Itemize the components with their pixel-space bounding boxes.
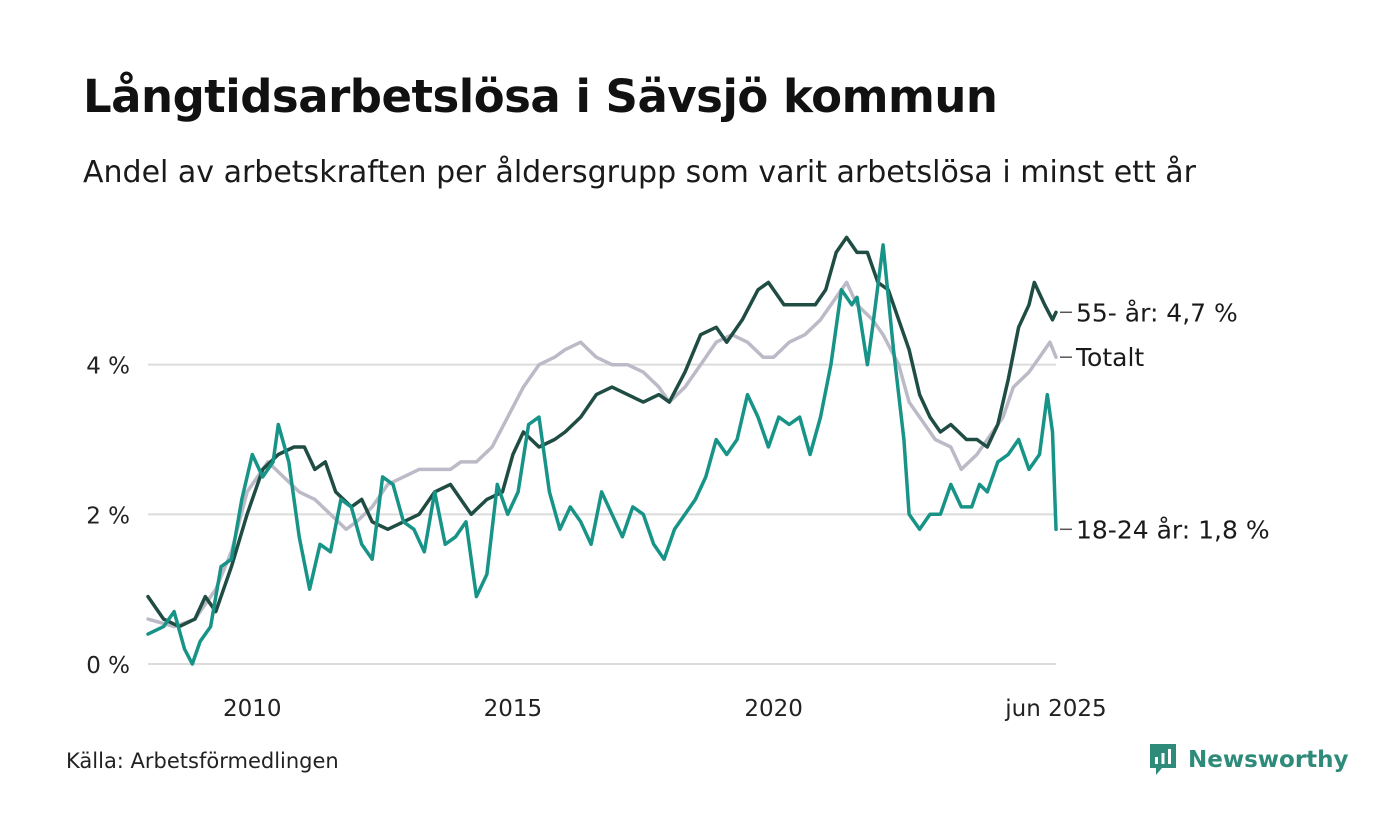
x-tick-label: jun 2025: [1004, 696, 1106, 722]
series-end-labels: Totalt 55- år: 4,7 % 18-24 år: 1,8 %: [1060, 298, 1270, 544]
brand-logo: Newsworthy: [1148, 742, 1349, 778]
x-tick-label: 2015: [484, 696, 543, 722]
x-tick-label: 2020: [744, 696, 803, 722]
end-label-total: Totalt: [1075, 343, 1144, 372]
y-tick-label: 4 %: [86, 354, 130, 380]
series-lines: [146, 235, 1058, 666]
end-label-age55: 55- år: 4,7 %: [1076, 298, 1238, 327]
series-line-total: [146, 280, 1058, 629]
series-line-age55: [146, 235, 1058, 629]
x-axis-ticks: 2010 2015 2020 jun 2025: [223, 696, 1107, 722]
y-tick-label: 0 %: [86, 653, 130, 679]
end-label-age18_24: 18-24 år: 1,8 %: [1076, 515, 1270, 544]
y-tick-label: 2 %: [86, 503, 130, 529]
x-tick-label: 2010: [223, 696, 282, 722]
source-note: Källa: Arbetsförmedlingen: [66, 749, 339, 773]
newsworthy-logo-icon: [1150, 744, 1176, 775]
chart-title: Långtidsarbetslösa i Sävsjö kommun: [83, 70, 998, 123]
gridlines: [148, 363, 1056, 665]
series-line-age18_24: [146, 243, 1058, 666]
y-axis-ticks: 0 % 2 % 4 %: [86, 354, 130, 679]
chart-subtitle: Andel av arbetskraften per åldersgrupp s…: [83, 155, 1196, 190]
brand-name: Newsworthy: [1188, 747, 1349, 773]
